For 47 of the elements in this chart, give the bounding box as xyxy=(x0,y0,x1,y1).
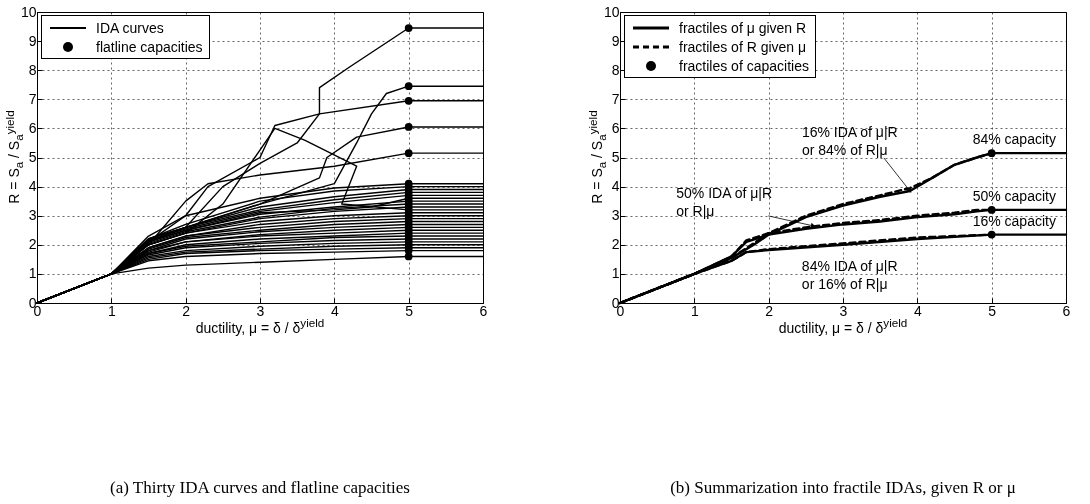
y-tick-label: 1 xyxy=(611,265,620,282)
x-tick-label: 5 xyxy=(988,302,997,319)
legend-label: fractiles of capacities xyxy=(679,57,809,74)
annotation: 84% capacity xyxy=(972,131,1056,148)
text: (a) Thirty IDA curves and flatline capacities xyxy=(110,478,410,498)
y-tick-label: 9 xyxy=(611,32,620,49)
legend-label: fractiles of R given μ xyxy=(679,38,807,55)
y-tick-label: 6 xyxy=(28,119,37,136)
y-tick-label: 7 xyxy=(611,90,620,107)
y-tick-label: 5 xyxy=(28,149,37,165)
legend-label: flatline capacities xyxy=(96,38,203,55)
y-tick-label: 2 xyxy=(611,236,620,253)
x-tick-label: 3 xyxy=(839,302,848,319)
y-tick-label: 10 xyxy=(603,3,620,20)
annotation: 84% IDA of μ|R or 16% of R|μ xyxy=(801,257,898,292)
x-tick-label: 4 xyxy=(330,302,339,319)
y-tick-label: 8 xyxy=(28,61,37,78)
x-tick-label: 2 xyxy=(182,302,191,319)
x-tick-label: 1 xyxy=(690,302,699,319)
y-tick-label: 3 xyxy=(28,207,37,224)
y-tick-label: 8 xyxy=(611,61,620,78)
y-tick-label: 4 xyxy=(28,178,37,195)
annotation: 50% IDA of μ|R or R|μ xyxy=(676,184,773,219)
annotation: 16% IDA of μ|R or 84% of R|μ xyxy=(801,123,898,158)
y-tick-label: 2 xyxy=(28,236,37,253)
y-tick-label: 7 xyxy=(28,90,37,107)
x-tick-label: 2 xyxy=(765,302,774,319)
y-tick-label: 10 xyxy=(20,3,37,20)
y-tick-label: 9 xyxy=(28,32,37,49)
y-tick-label: 6 xyxy=(611,119,620,136)
x-axis-title: ductility, μ = δ / δ$^{yield}$ xyxy=(195,316,325,336)
x-tick-label: 4 xyxy=(913,302,922,319)
x-tick-label: 6 xyxy=(1062,302,1071,319)
x-tick-label: 5 xyxy=(405,302,414,319)
x-tick-label: 1 xyxy=(107,302,116,319)
text: (b) Summarization into fractile IDAs, given R or μ xyxy=(670,478,1016,498)
x-tick-label: 6 xyxy=(479,302,488,319)
legend-label: fractiles of μ given R xyxy=(679,19,807,36)
annotation: 50% capacity xyxy=(972,187,1056,204)
y-tick-label: 1 xyxy=(28,265,37,282)
annotation: 16% capacity xyxy=(972,212,1056,229)
x-tick-label: 3 xyxy=(256,302,265,319)
y-tick-label: 4 xyxy=(611,178,620,195)
x-axis-title: ductility, μ = δ / δ$^{yield}$ xyxy=(778,316,908,336)
y-tick-label: 5 xyxy=(611,149,620,165)
legend-label: IDA curves xyxy=(96,19,164,36)
y-tick-label: 3 xyxy=(611,207,620,224)
